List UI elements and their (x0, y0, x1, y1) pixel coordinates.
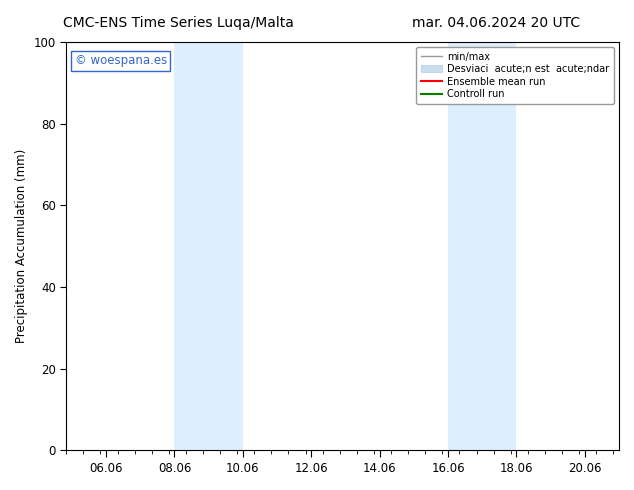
Y-axis label: Precipitation Accumulation (mm): Precipitation Accumulation (mm) (15, 149, 28, 343)
Legend: min/max, Desviaci  acute;n est  acute;ndar, Ensemble mean run, Controll run: min/max, Desviaci acute;n est acute;ndar… (416, 47, 614, 104)
Bar (174, 42, 243, 450)
Bar (448, 42, 517, 450)
Text: © woespana.es: © woespana.es (75, 54, 167, 67)
Text: CMC-ENS Time Series Luqa/Malta: CMC-ENS Time Series Luqa/Malta (63, 16, 294, 30)
Text: mar. 04.06.2024 20 UTC: mar. 04.06.2024 20 UTC (412, 16, 580, 30)
